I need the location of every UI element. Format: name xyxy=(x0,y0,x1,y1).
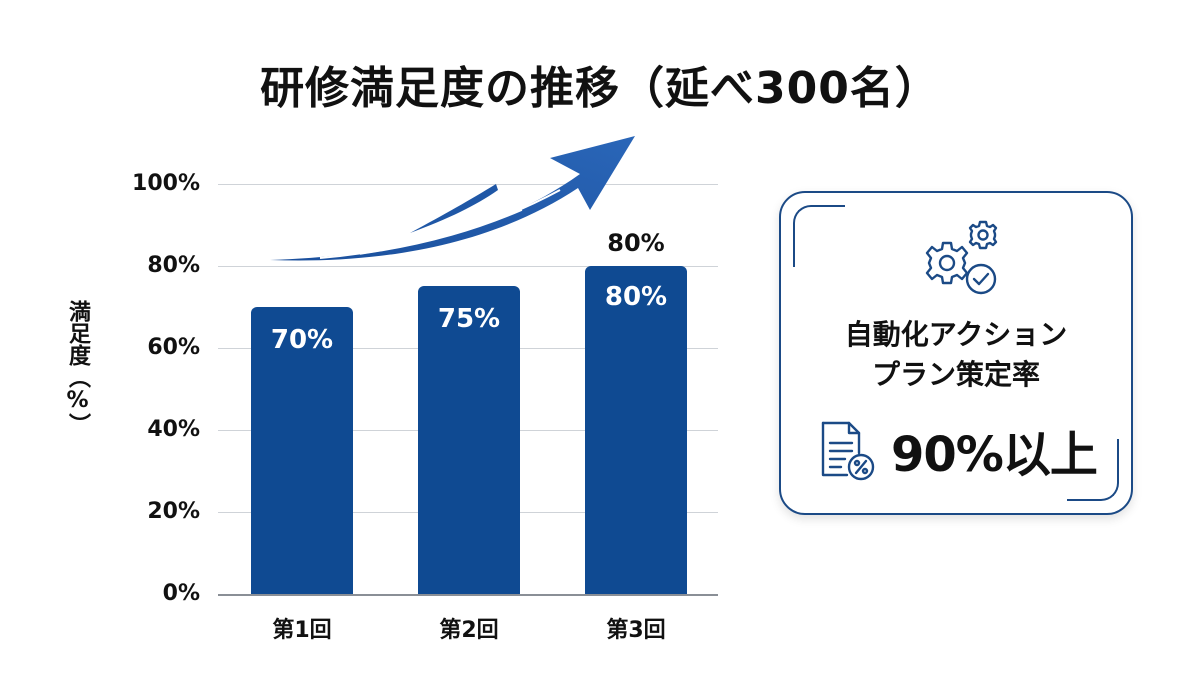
kpi-card: 自動化アクション プラン策定率 90%以上 xyxy=(779,191,1133,515)
bar-value-label: 75% xyxy=(437,304,501,334)
bar-3-above-label: 80% xyxy=(607,229,665,257)
y-axis-label: 満足度（%） xyxy=(65,300,90,435)
bar-round-1: 70% xyxy=(251,307,353,595)
chart-title: 研修満足度の推移（延べ300名） xyxy=(260,63,940,114)
gridline-80 xyxy=(218,266,718,267)
x-category-1: 第1回 xyxy=(272,618,332,643)
card-value: 90%以上 xyxy=(891,427,1098,483)
baseline xyxy=(218,594,718,596)
x-category-2: 第2回 xyxy=(439,618,499,643)
card-description: 自動化アクション プラン策定率 xyxy=(781,315,1131,395)
y-tick-80: 80% xyxy=(147,253,200,278)
card-corner-accent-tl xyxy=(793,205,845,267)
bar-round-2: 75% xyxy=(418,286,520,595)
bar-value-label: 80% xyxy=(604,282,668,312)
document-percent-icon xyxy=(821,421,875,481)
y-tick-40: 40% xyxy=(147,417,200,442)
gridline-100 xyxy=(218,184,718,185)
card-corner-accent-br xyxy=(1067,439,1119,501)
bar-round-3: 80% xyxy=(585,266,687,595)
card-value-row: 90%以上 xyxy=(819,415,1098,485)
card-line-2: プラン策定率 xyxy=(871,358,1040,391)
x-category-3: 第3回 xyxy=(606,618,666,643)
y-tick-20: 20% xyxy=(147,499,200,524)
y-tick-0: 0% xyxy=(162,581,200,606)
card-line-1: 自動化アクション xyxy=(844,318,1068,351)
y-tick-60: 60% xyxy=(147,335,200,360)
bar-value-label: 70% xyxy=(270,325,334,355)
y-tick-100: 100% xyxy=(132,171,200,196)
gears-check-icon xyxy=(925,220,998,295)
trend-arrow-icon xyxy=(270,136,635,261)
